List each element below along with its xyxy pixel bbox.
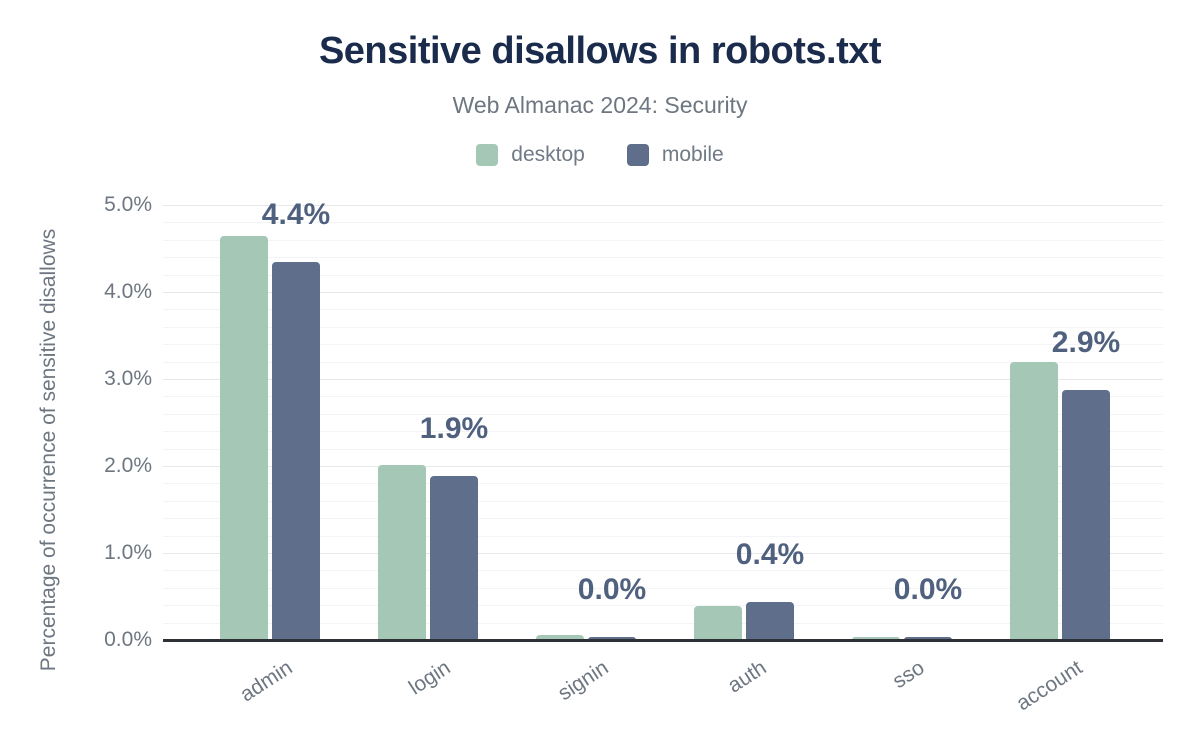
y-axis-title: Percentage of occurrence of sensitive di…	[37, 228, 60, 672]
x-axis-tick-label-login: login	[404, 656, 455, 700]
bar-mobile-sso	[904, 637, 952, 640]
x-axis-tick-label-sso: sso	[888, 656, 929, 694]
y-axis-tick-label: 0.0%	[104, 628, 152, 651]
gridline-major	[163, 553, 1163, 554]
bar-value-label-login: 1.9%	[419, 411, 489, 445]
legend: desktop mobile	[0, 143, 1200, 167]
gridline-minor	[163, 344, 1163, 346]
x-axis-line	[163, 639, 1163, 642]
legend-label-mobile: mobile	[661, 143, 724, 166]
x-axis-tick-label-account: account	[1012, 656, 1087, 716]
legend-swatch-mobile-icon	[626, 144, 649, 166]
gridline-major	[163, 205, 1163, 206]
gridline-minor	[163, 361, 1163, 363]
gridline-minor	[163, 413, 1163, 415]
gridline-minor	[163, 257, 1163, 259]
bar-value-label-admin: 4.4%	[261, 197, 331, 231]
x-axis-tick-label-auth: auth	[723, 656, 771, 698]
gridline-minor	[163, 605, 1163, 607]
bar-desktop-account	[1010, 361, 1058, 640]
bar-desktop-auth	[694, 606, 742, 640]
bar-desktop-admin	[220, 236, 268, 640]
y-axis-tick-label: 5.0%	[104, 193, 152, 216]
bar-desktop-signin	[536, 634, 584, 640]
legend-item-desktop: desktop	[476, 143, 585, 167]
gridline-minor	[163, 622, 1163, 624]
bar-mobile-login	[430, 475, 478, 640]
bar-mobile-signin	[588, 636, 636, 640]
gridline-minor	[163, 500, 1163, 502]
gridline-major	[163, 292, 1163, 293]
bar-desktop-sso	[852, 637, 900, 640]
y-axis-tick-label: 3.0%	[104, 367, 152, 390]
bar-value-label-account: 2.9%	[1051, 326, 1121, 360]
chart-subtitle: Web Almanac 2024: Security	[452, 92, 748, 118]
y-axis-tick-label: 1.0%	[104, 541, 152, 564]
gridline-minor	[163, 535, 1163, 537]
gridline-minor	[163, 222, 1163, 224]
chart-title: Sensitive disallows in robots.txt	[318, 30, 882, 72]
bar-value-label-signin: 0.0%	[577, 572, 647, 606]
gridline-minor	[163, 396, 1163, 398]
gridline-minor	[163, 518, 1163, 520]
gridline-minor	[163, 326, 1163, 328]
gridline-minor	[163, 587, 1163, 589]
bar-mobile-account	[1062, 390, 1110, 640]
y-axis-tick-label: 4.0%	[104, 280, 152, 303]
bar-desktop-login	[378, 465, 426, 640]
gridline-minor	[163, 448, 1163, 450]
gridline-minor	[163, 239, 1163, 241]
gridline-minor	[163, 309, 1163, 311]
gridline-minor	[163, 570, 1163, 572]
legend-label-desktop: desktop	[511, 143, 585, 166]
gridline-minor	[163, 431, 1163, 433]
gridline-minor	[163, 274, 1163, 276]
bar-value-label-auth: 0.4%	[735, 537, 805, 571]
legend-swatch-desktop-icon	[476, 144, 499, 166]
y-axis-tick-label: 2.0%	[104, 454, 152, 477]
gridline-major	[163, 466, 1163, 467]
x-axis-tick-label-admin: admin	[236, 656, 297, 707]
bar-mobile-auth	[746, 601, 794, 640]
gridline-major	[163, 379, 1163, 380]
bar-mobile-admin	[272, 261, 320, 640]
legend-item-mobile: mobile	[626, 143, 724, 167]
gridline-minor	[163, 483, 1163, 485]
bar-value-label-sso: 0.0%	[893, 573, 963, 607]
x-axis-tick-label-signin: signin	[553, 656, 613, 706]
